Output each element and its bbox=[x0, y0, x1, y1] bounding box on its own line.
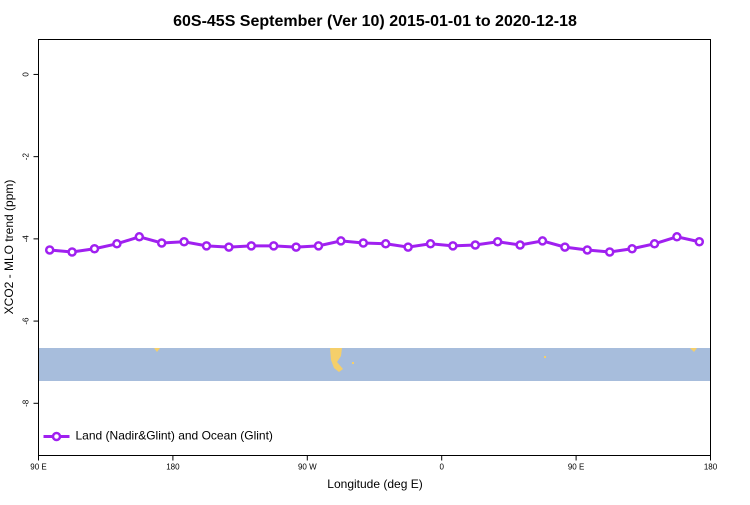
x-tick-label: 90 E bbox=[568, 463, 584, 472]
data-point bbox=[470, 240, 481, 250]
land-patch bbox=[154, 348, 160, 352]
data-point bbox=[448, 241, 458, 251]
x-tick-label: 90 E bbox=[30, 463, 46, 472]
x-axis-label: Longitude (deg E) bbox=[327, 477, 422, 491]
data-point bbox=[156, 238, 167, 248]
plot-frame bbox=[38, 39, 711, 456]
data-point bbox=[246, 241, 257, 251]
data-point bbox=[134, 232, 145, 242]
series-line bbox=[49, 235, 700, 254]
data-point bbox=[291, 242, 301, 252]
data-point bbox=[672, 232, 682, 242]
data-point bbox=[358, 238, 369, 248]
data-point bbox=[604, 247, 615, 257]
data-point bbox=[694, 236, 705, 247]
data-point bbox=[380, 239, 391, 249]
y-tick-label: -8 bbox=[22, 399, 31, 407]
data-point bbox=[649, 239, 660, 249]
x-tick-label: 0 bbox=[439, 463, 444, 472]
x-tick-label: 180 bbox=[166, 463, 180, 472]
legend-marker bbox=[51, 431, 62, 442]
data-point bbox=[537, 236, 548, 246]
data-point bbox=[336, 236, 346, 246]
data-point bbox=[492, 236, 503, 247]
data-point bbox=[515, 240, 525, 250]
y-tick-label: 0 bbox=[22, 72, 31, 77]
data-point bbox=[44, 245, 55, 255]
x-tick-label: 90 W bbox=[298, 463, 317, 472]
data-point bbox=[313, 241, 324, 251]
y-tick-label: -2 bbox=[22, 153, 31, 161]
data-point bbox=[179, 236, 189, 247]
data-point bbox=[268, 241, 279, 251]
data-point bbox=[425, 239, 436, 249]
legend-label: Land (Nadir&Glint) and Ocean (Glint) bbox=[76, 429, 273, 443]
data-point bbox=[627, 243, 637, 254]
land-patch bbox=[330, 348, 343, 372]
land-patch bbox=[544, 356, 546, 358]
data-point bbox=[89, 243, 100, 254]
y-tick-label: -4 bbox=[22, 235, 31, 243]
x-tick-label: 180 bbox=[704, 463, 718, 472]
data-point bbox=[112, 239, 122, 249]
y-tick-label: -6 bbox=[22, 317, 31, 325]
data-point bbox=[224, 242, 234, 252]
data-point bbox=[560, 242, 570, 252]
data-point bbox=[582, 245, 593, 255]
ocean-band bbox=[39, 348, 710, 381]
data-point bbox=[403, 242, 413, 252]
chart-title: 60S-45S September (Ver 10) 2015-01-01 to… bbox=[173, 13, 577, 30]
data-point bbox=[67, 247, 77, 257]
data-point bbox=[201, 241, 212, 251]
land-patch bbox=[690, 348, 697, 352]
land-patch bbox=[352, 362, 354, 364]
y-axis-label: XCO2 - MLO trend (ppm) bbox=[2, 180, 16, 315]
map-strip bbox=[39, 348, 710, 381]
